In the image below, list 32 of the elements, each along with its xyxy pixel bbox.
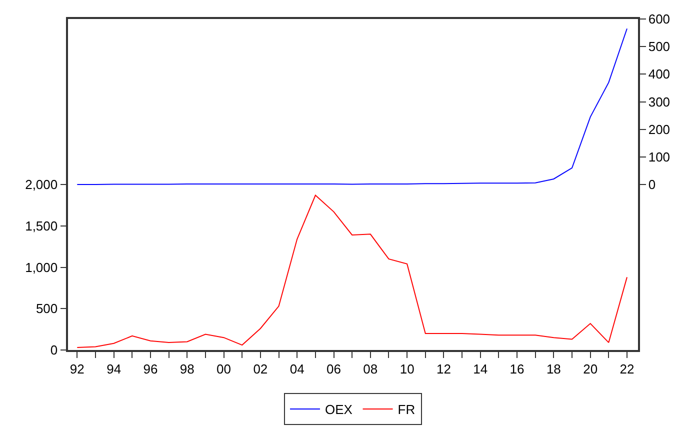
y-tick-label: 2,000: [25, 177, 58, 192]
line-series: [76, 28, 628, 185]
y-tick-label: 500: [36, 301, 58, 316]
x-tick-label: 12: [436, 361, 451, 376]
x-tick-label: 98: [180, 361, 194, 376]
x-tick-label: 20: [583, 361, 598, 376]
x-tick-label: 96: [143, 361, 158, 376]
y2-tick-label: 400: [648, 66, 670, 82]
x-tick-label: 18: [546, 361, 561, 376]
line-series: [76, 194, 628, 348]
legend-label: OEX: [325, 402, 353, 418]
x-tick-label: 04: [290, 361, 304, 376]
y2-tick-label: 200: [648, 122, 670, 137]
legend-label: FR: [398, 402, 416, 418]
x-tick-label: 02: [253, 361, 268, 376]
x-tick-label: 08: [363, 361, 378, 376]
x-tick-label: 16: [510, 361, 524, 376]
y2-tick-label: 600: [648, 12, 670, 27]
y2-tick-label: 300: [648, 94, 670, 110]
y2-tick-label: 100: [648, 149, 670, 164]
x-tick-label: 10: [400, 361, 414, 376]
y2-tick-label: 500: [648, 39, 670, 54]
y2-tick-label: 0: [648, 177, 656, 192]
x-tick-label: 92: [70, 361, 84, 376]
y-tick-label: 1,500: [25, 218, 58, 234]
y-tick-label: 1,000: [25, 260, 58, 275]
x-tick-label: 14: [473, 361, 488, 376]
x-tick-label: 94: [106, 361, 122, 376]
y-tick-label: 0: [50, 342, 58, 358]
x-tick-label: 00: [216, 361, 232, 376]
x-tick-label: 22: [620, 361, 634, 376]
x-tick-label: 06: [326, 361, 341, 376]
